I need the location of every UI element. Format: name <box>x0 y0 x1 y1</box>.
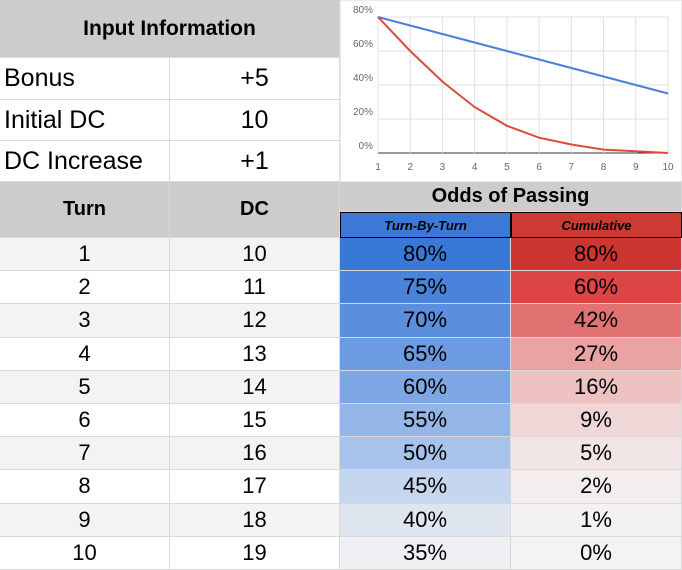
series-line <box>377 16 669 154</box>
dc-cell: 19 <box>170 536 340 570</box>
column-header: Turn <box>0 182 170 238</box>
line-chart: 0% 20% 40% 60% 80% 1 2 3 4 5 6 7 8 9 10 <box>340 0 682 182</box>
turn-odds-cell: 40% <box>340 503 511 537</box>
x-tick-label: 6 <box>536 162 542 173</box>
y-tick-label: 0% <box>359 141 374 152</box>
turn-cell: 8 <box>0 470 170 504</box>
x-tick-label: 9 <box>633 162 639 173</box>
x-tick-label: 3 <box>440 162 446 173</box>
dc-cell: 18 <box>170 503 340 537</box>
cumulative-odds-cell: 60% <box>511 271 682 305</box>
input-value: +5 <box>170 58 340 100</box>
dc-cell: 16 <box>170 437 340 471</box>
cumulative-odds-cell: 0% <box>511 536 682 570</box>
column-header: DC <box>170 182 340 238</box>
turn-odds-cell: 35% <box>340 536 511 570</box>
turn-cell: 1 <box>0 238 170 272</box>
turn-cell: 4 <box>0 337 170 371</box>
input-label: Bonus <box>0 58 170 100</box>
cumulative-odds-cell: 5% <box>511 437 682 471</box>
chart-background <box>340 0 682 182</box>
turn-odds-cell: 75% <box>340 271 511 305</box>
x-tick-label: 10 <box>662 162 674 173</box>
cumulative-odds-cell: 16% <box>511 370 682 404</box>
input-value: 10 <box>170 100 340 141</box>
turn-cell: 6 <box>0 404 170 438</box>
turn-cell: 2 <box>0 271 170 305</box>
cumulative-odds-cell: 1% <box>511 503 682 537</box>
y-tick-label: 80% <box>353 5 373 16</box>
input-label: Initial DC <box>0 100 170 141</box>
cumulative-odds-cell: 27% <box>511 337 682 371</box>
turn-cell: 3 <box>0 304 170 338</box>
cumulative-odds-cell: 9% <box>511 404 682 438</box>
turn-cell: 10 <box>0 536 170 570</box>
turn-odds-cell: 45% <box>340 470 511 504</box>
y-tick-label: 60% <box>353 39 373 50</box>
turn-odds-cell: 65% <box>340 337 511 371</box>
group-header: Odds of Passing <box>340 182 682 212</box>
cumulative-odds-cell: 80% <box>511 238 682 272</box>
input-title: Input Information <box>0 0 340 58</box>
dc-cell: 13 <box>170 337 340 371</box>
x-tick-label: 4 <box>472 162 478 173</box>
dc-cell: 10 <box>170 238 340 272</box>
turn-cell: 7 <box>0 437 170 471</box>
x-tick-label: 8 <box>601 162 607 173</box>
x-tick-label: 7 <box>569 162 575 173</box>
y-tick-label: 40% <box>353 73 373 84</box>
sub-header: Turn-By-Turn <box>340 212 511 238</box>
turn-cell: 5 <box>0 370 170 404</box>
turn-cell: 9 <box>0 503 170 537</box>
cumulative-odds-cell: 2% <box>511 470 682 504</box>
dc-cell: 17 <box>170 470 340 504</box>
turn-odds-cell: 50% <box>340 437 511 471</box>
x-tick-label: 2 <box>407 162 413 173</box>
input-value: +1 <box>170 141 340 182</box>
dc-cell: 11 <box>170 271 340 305</box>
input-label: DC Increase <box>0 141 170 182</box>
y-tick-label: 20% <box>353 107 373 118</box>
dc-cell: 14 <box>170 370 340 404</box>
cumulative-odds-cell: 42% <box>511 304 682 338</box>
x-tick-label: 1 <box>375 162 381 173</box>
turn-odds-cell: 80% <box>340 238 511 272</box>
x-tick-label: 5 <box>504 162 510 173</box>
sub-header: Cumulative <box>511 212 682 238</box>
dc-cell: 12 <box>170 304 340 338</box>
series-line <box>377 16 669 95</box>
turn-odds-cell: 60% <box>340 370 511 404</box>
dc-cell: 15 <box>170 404 340 438</box>
turn-odds-cell: 55% <box>340 404 511 438</box>
turn-odds-cell: 70% <box>340 304 511 338</box>
